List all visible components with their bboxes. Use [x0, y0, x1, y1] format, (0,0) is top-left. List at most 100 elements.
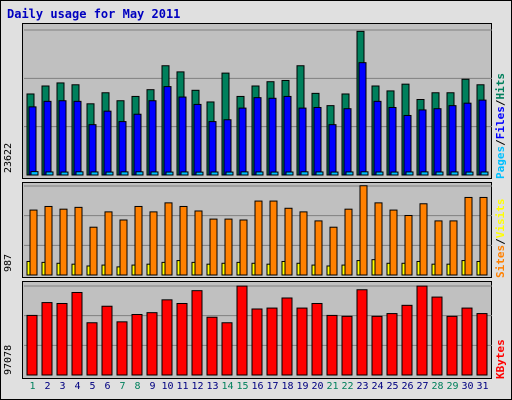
- pages-bar: [180, 171, 189, 176]
- sites-visits-panel: [22, 182, 492, 278]
- pages-bar: [45, 171, 54, 176]
- files-bar: [208, 121, 217, 176]
- sites-bar: [314, 220, 323, 276]
- files-bar: [418, 109, 427, 176]
- pages-bar: [105, 171, 114, 176]
- day-label: 2: [44, 381, 51, 392]
- kbytes-panel: [22, 281, 492, 379]
- pages-bar: [420, 171, 429, 176]
- files-bar: [358, 62, 367, 176]
- sites-bar: [89, 226, 98, 276]
- sites-bar: [209, 218, 218, 276]
- sites-bar: [29, 209, 38, 276]
- kbytes-bar: [416, 285, 428, 376]
- files-bar: [343, 108, 352, 176]
- files-bar: [238, 107, 247, 176]
- files-bar: [103, 110, 112, 176]
- files-bar: [403, 114, 412, 176]
- sites-bar: [434, 220, 443, 276]
- files-bar: [253, 97, 262, 176]
- day-label: 18: [281, 381, 294, 392]
- hits-files-pages-panel: [22, 23, 492, 179]
- kbytes-bar: [461, 307, 473, 376]
- sites-bar: [74, 206, 83, 276]
- sites-bar: [389, 209, 398, 276]
- sites-bar: [104, 211, 113, 276]
- day-label: 1: [29, 381, 36, 392]
- kbytes-bar: [101, 305, 113, 376]
- files-bar: [223, 119, 232, 176]
- files-bar: [28, 106, 37, 176]
- day-label: 16: [251, 381, 264, 392]
- files-bar: [148, 100, 157, 176]
- chart-title: Daily usage for May 2011: [7, 7, 181, 21]
- kbytes-bar: [221, 322, 233, 376]
- day-label: 24: [371, 381, 384, 392]
- pages-bar: [195, 171, 204, 176]
- files-bar: [388, 106, 397, 176]
- day-label: 11: [176, 381, 189, 392]
- day-label: 9: [149, 381, 156, 392]
- day-label: 3: [59, 381, 66, 392]
- sites-bar: [164, 202, 173, 276]
- files-bar: [73, 100, 82, 176]
- sites-bar: [329, 226, 338, 276]
- files-bar: [88, 124, 97, 176]
- kbytes-bar: [266, 307, 278, 376]
- files-bar: [163, 86, 172, 176]
- kbytes-bar: [356, 289, 368, 376]
- day-label: 5: [89, 381, 96, 392]
- day-label: 6: [104, 381, 111, 392]
- day-label: 4: [74, 381, 81, 392]
- legend-kbytes: KBytes: [494, 339, 507, 379]
- legend-pages: Pages: [494, 145, 507, 179]
- day-label: 31: [476, 381, 489, 392]
- kbytes-legend: KBytes: [494, 281, 512, 379]
- day-label: 8: [134, 381, 141, 392]
- files-bar: [373, 100, 382, 176]
- hits-legend: Pages/Files/Hits: [494, 23, 512, 179]
- sites-bar: [194, 210, 203, 276]
- sites-bar: [269, 200, 278, 276]
- sites-bar: [59, 208, 68, 276]
- day-label: 19: [296, 381, 309, 392]
- legend-separator: /: [494, 238, 507, 245]
- files-bar: [433, 108, 442, 176]
- files-bar: [118, 121, 127, 176]
- sites-bar: [149, 211, 158, 276]
- files-bar: [313, 106, 322, 176]
- pages-bar: [300, 171, 309, 176]
- pages-bar: [390, 171, 399, 176]
- pages-bar: [75, 171, 84, 176]
- kbytes-bar: [371, 315, 383, 376]
- kbytes-bar: [476, 313, 488, 376]
- sites-bar: [299, 211, 308, 276]
- sites-bar: [344, 208, 353, 276]
- sites-bar: [449, 220, 458, 276]
- kbytes-bar: [296, 307, 308, 376]
- sites-bar: [224, 218, 233, 276]
- sites-bar: [464, 196, 473, 276]
- visits-y-max-label: 987: [3, 253, 14, 272]
- kbytes-bar: [176, 302, 188, 376]
- pages-bar: [240, 171, 249, 176]
- legend-separator: /: [494, 139, 507, 146]
- hits-y-max-label: 23622: [3, 142, 14, 173]
- day-label: 14: [221, 381, 234, 392]
- sites-bar: [179, 205, 188, 276]
- day-label: 13: [206, 381, 219, 392]
- pages-bar: [285, 171, 294, 176]
- files-bar: [268, 97, 277, 176]
- sites-bar: [134, 205, 143, 276]
- pages-bar: [330, 171, 339, 176]
- day-label: 26: [401, 381, 414, 392]
- sites-bar: [419, 203, 428, 276]
- day-label: 28: [431, 381, 444, 392]
- day-label: 20: [311, 381, 324, 392]
- legend-files: Files: [494, 106, 507, 140]
- pages-bar: [345, 171, 354, 176]
- kbytes-bar: [251, 308, 263, 376]
- kbytes-bar: [41, 302, 53, 376]
- pages-bar: [435, 171, 444, 176]
- files-bar: [178, 96, 187, 176]
